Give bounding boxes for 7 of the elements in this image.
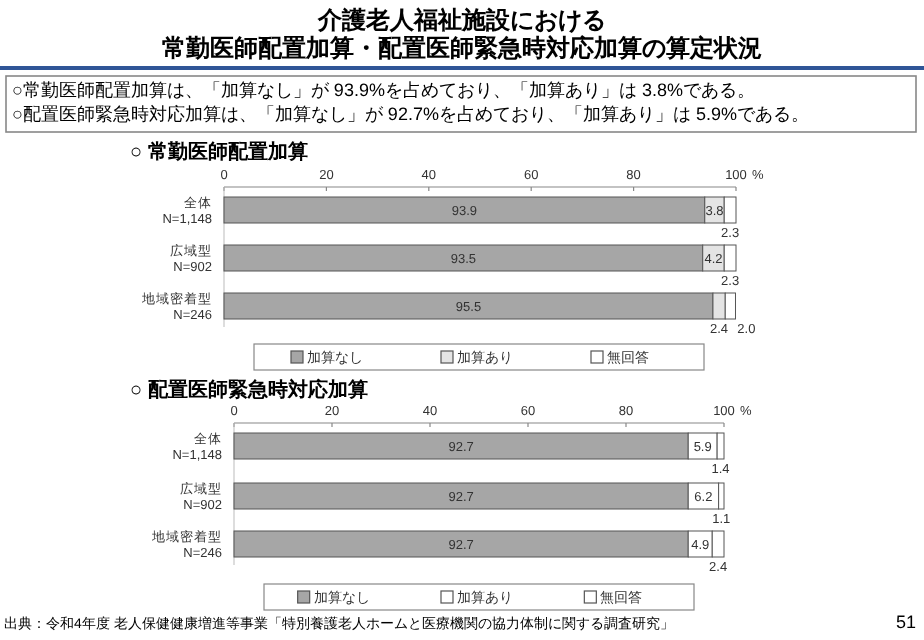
- text: ○配置医師緊急時対応加算は、「加算なし」が 92.7%を占めており、「加算あり」は 5.9%である。: [12, 104, 809, 124]
- text: 51: [895, 612, 916, 632]
- text: ○常勤医師配置加算は、「加算なし」が 93.9%を占めており、「加算あり」は 3.8%である。: [12, 80, 755, 100]
- chart-title: ○ 配置医師緊急時対応加算: [130, 378, 368, 402]
- text: 常勤医師配置加算・配置医師緊急時対応加算の算定状況: [162, 34, 762, 62]
- text: 介護老人福祉施設における: [316, 6, 606, 34]
- chart-title: ○ 常勤医師配置加算: [130, 140, 308, 164]
